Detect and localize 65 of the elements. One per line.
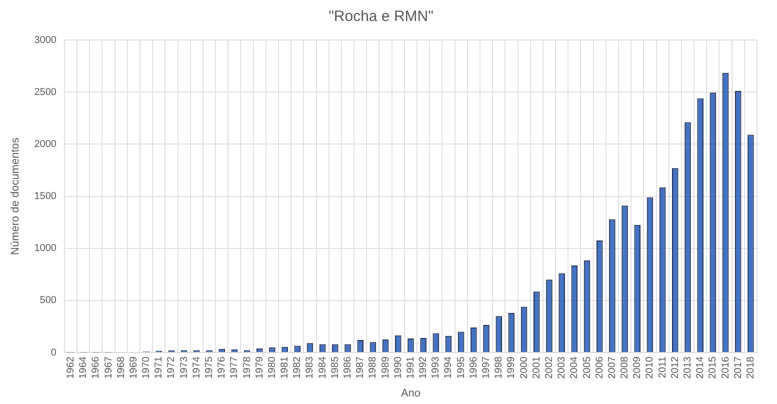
x-tick-label: 1997 (481, 356, 492, 379)
x-tick-label: 1992 (418, 356, 430, 379)
x-tick-label: 1966 (90, 356, 102, 379)
x-tick-label: 1968 (116, 356, 127, 379)
x-tick-label: 2011 (657, 356, 668, 378)
x-axis-title: Ano (400, 387, 421, 400)
x-tick-label: 2010 (644, 356, 656, 379)
x-tick-label: 2017 (732, 356, 744, 379)
x-tick-label: 2002 (544, 356, 555, 379)
x-tick-label: 2007 (606, 356, 618, 379)
x-tick-label: 1985 (330, 356, 341, 379)
x-tick-label: 2005 (582, 356, 593, 379)
x-tick-label: 1967 (103, 356, 114, 379)
x-tick-label: 1991 (405, 356, 416, 379)
x-tick-label: 1975 (204, 356, 216, 379)
y-axis-title: Número de documentos (10, 137, 22, 255)
y-tick-label: 1500 (34, 191, 57, 202)
x-tick-label: 2009 (632, 356, 644, 379)
x-tick-label: 1978 (242, 356, 253, 379)
x-tick-label: 1989 (380, 356, 392, 379)
chart-title: "Rocha e RMN" (328, 8, 434, 26)
x-tick-label: 1983 (304, 356, 316, 379)
x-tick-label: 1986 (342, 356, 354, 379)
x-tick-label: 1981 (280, 356, 291, 379)
x-tick-label: 1962 (65, 356, 76, 379)
x-tick-label: 2014 (695, 356, 706, 379)
x-tick-label: 1976 (216, 356, 228, 379)
x-tick-label: 1972 (166, 356, 178, 379)
x-tick-label: 2015 (708, 356, 719, 379)
x-tick-label: 2013 (682, 356, 694, 379)
x-tick-label: 2012 (670, 356, 681, 379)
x-tick-label: 1979 (254, 356, 266, 379)
x-tick-label: 1970 (141, 356, 152, 379)
x-tick-label: 1987 (355, 356, 366, 379)
y-tick-label: 3000 (34, 34, 57, 46)
x-tick-label: 2004 (569, 356, 580, 379)
x-tick-label: 2003 (556, 356, 568, 379)
x-tick-label: 1974 (191, 356, 202, 379)
y-tick-label: 1000 (34, 243, 57, 254)
x-tick-label: 1984 (317, 356, 328, 379)
x-tick-label: 1990 (392, 356, 404, 379)
x-tick-label: 1988 (368, 356, 379, 379)
x-tick-label: 1996 (468, 356, 480, 379)
y-tick-label: 500 (40, 295, 57, 306)
x-tick-label: 1994 (443, 356, 454, 379)
y-tick-label: 2000 (34, 138, 57, 150)
x-tick-label: 1971 (154, 356, 165, 379)
x-tick-label: 2006 (594, 356, 606, 379)
x-tick-label: 1993 (430, 356, 442, 379)
x-tick-label: 2001 (531, 356, 542, 379)
y-tick-label: 0 (50, 347, 57, 358)
x-tick-label: 1977 (229, 356, 240, 379)
x-tick-label: 1982 (292, 356, 304, 379)
x-tick-label: 2008 (620, 356, 631, 379)
x-tick-label: 2000 (518, 356, 530, 379)
x-tick-label: 2016 (720, 356, 732, 379)
x-tick-label: 1969 (128, 356, 140, 379)
x-tick-label: 1980 (266, 356, 278, 379)
x-tick-label: 1998 (494, 356, 505, 379)
x-tick-label: 1964 (78, 356, 90, 379)
x-tick-label: 1995 (456, 356, 467, 379)
x-tick-label: 2018 (745, 356, 756, 379)
x-tick-label: 1973 (178, 356, 190, 379)
x-tick-label: 1999 (506, 356, 518, 379)
y-tick-label: 2500 (34, 86, 57, 98)
